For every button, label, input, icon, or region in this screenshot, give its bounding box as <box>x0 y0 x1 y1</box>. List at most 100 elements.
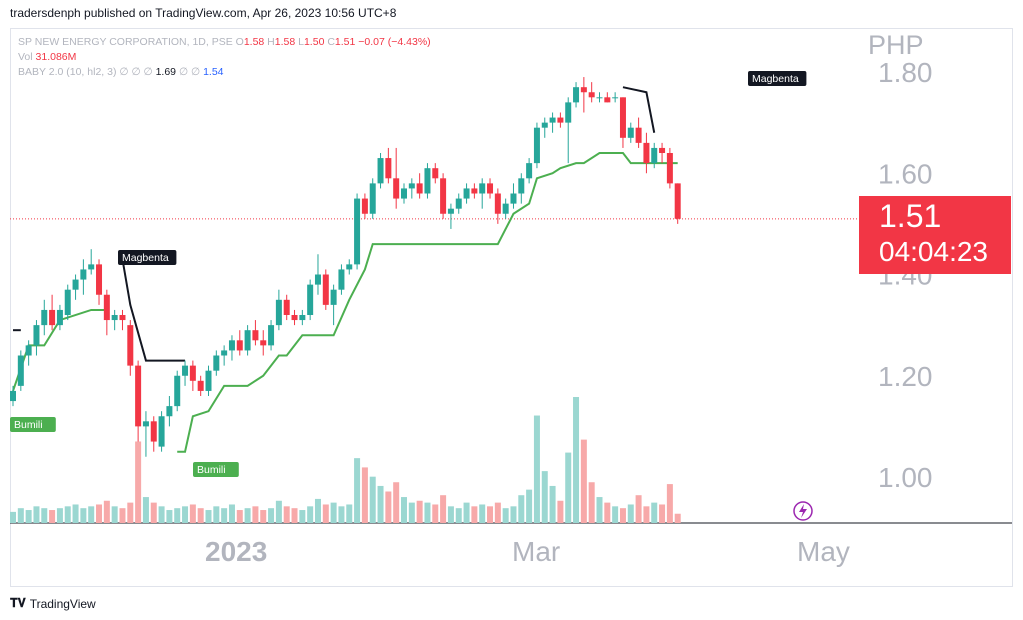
candle-body <box>182 365 189 376</box>
candle-body <box>346 264 353 270</box>
legend-indicator-value-2: 1.54 <box>203 66 224 78</box>
volume-bar <box>41 508 48 523</box>
candle-body <box>471 188 478 194</box>
volume-bar <box>275 500 282 523</box>
candle-body <box>604 97 611 103</box>
volume-bar <box>228 504 235 523</box>
candle-body <box>666 153 673 184</box>
volume-bar <box>142 497 149 523</box>
candle-body <box>291 315 298 321</box>
legend-change: −0.07 (−4.43%) <box>358 36 431 48</box>
volume-bar <box>56 508 63 523</box>
volume-bar <box>189 504 196 523</box>
legend-vol-value: 31.086M <box>35 51 77 63</box>
candle-body <box>596 97 603 99</box>
legend-open-label: O <box>235 36 244 48</box>
volume-bar <box>674 513 681 523</box>
volume-bar <box>260 510 267 523</box>
volume-bar <box>236 510 243 523</box>
volume-bar <box>432 504 439 523</box>
candle-body <box>385 158 392 179</box>
resist-trail-line <box>622 86 656 133</box>
volume-bar <box>635 495 642 523</box>
volume-bar <box>150 502 157 523</box>
candle-body <box>228 340 235 351</box>
candle-body <box>197 380 204 391</box>
legend-close: 1.51 <box>334 36 356 48</box>
volume-bar <box>487 506 494 523</box>
footer-brand: 𝐓𝐕 TradingView <box>10 596 96 611</box>
candle-body <box>338 269 345 290</box>
candle-body <box>377 158 384 184</box>
volume-bar <box>533 415 540 523</box>
volume-bar <box>80 508 87 523</box>
legend-high: 1.58 <box>274 36 296 48</box>
candle-body <box>494 193 501 214</box>
volume-bar <box>643 506 650 523</box>
volume-bar <box>619 508 626 523</box>
chart-frame <box>10 28 1013 587</box>
candle-body <box>619 97 626 138</box>
candle-body <box>573 87 580 103</box>
volume-bar <box>510 506 517 523</box>
candle-body <box>627 127 634 138</box>
volume-bar <box>244 508 251 523</box>
candle-body <box>487 183 494 194</box>
volume-bar <box>471 506 478 523</box>
candle-body <box>361 198 368 214</box>
volume-bar <box>314 498 321 523</box>
volume-bar <box>135 441 142 523</box>
candle-body <box>49 309 56 326</box>
legend-indicator-value-1: 1.69 <box>155 66 177 78</box>
candle-body <box>96 264 103 295</box>
candle-body <box>174 375 181 407</box>
volume-bar <box>158 506 165 523</box>
signal-label-box <box>10 417 56 432</box>
last-price: 1.51 <box>879 198 942 234</box>
volume-bar <box>25 510 32 523</box>
volume-bar <box>596 497 603 523</box>
volume-bar <box>416 500 423 523</box>
candle-body <box>588 92 595 98</box>
volume-bar <box>88 506 95 523</box>
candle-body <box>549 117 556 123</box>
candle-body <box>127 325 134 366</box>
candle-body <box>416 183 423 194</box>
candle-body <box>10 390 16 402</box>
volume-bar <box>604 502 611 523</box>
volume-bar <box>627 504 634 523</box>
candle-body <box>643 142 650 164</box>
candle-body <box>213 355 220 371</box>
volume-bar <box>283 506 290 523</box>
footer-brand-text: TradingView <box>29 596 96 611</box>
volume-bar <box>213 506 220 523</box>
candle-body <box>502 203 509 214</box>
volume-bar <box>17 508 24 523</box>
volume-bar <box>205 510 212 523</box>
volume-bar <box>166 510 173 523</box>
volume-bar <box>174 508 181 523</box>
candle-body <box>236 340 243 351</box>
volume-bar <box>557 500 564 523</box>
volume-bar <box>377 485 384 523</box>
candle-body <box>41 309 48 326</box>
volume-bar <box>666 484 673 523</box>
candle-body <box>17 355 24 386</box>
signal-label-box <box>118 250 177 265</box>
volume-bar <box>111 506 118 523</box>
candle-body <box>283 299 290 315</box>
candle-body <box>158 416 165 447</box>
legend-close-label: C <box>327 36 335 48</box>
volume-bar <box>127 502 134 523</box>
candle-body <box>580 87 587 93</box>
volume-bar <box>64 506 71 523</box>
volume-bar <box>119 508 126 523</box>
publish-credit: tradersdenph published on TradingView.co… <box>10 6 397 20</box>
volume-bar <box>346 504 353 523</box>
candle-body <box>322 274 329 305</box>
volume-bar <box>455 508 462 523</box>
candle-body <box>354 198 361 265</box>
legend-indicator-empty-2: ∅ ∅ <box>178 66 201 78</box>
candle-body <box>479 183 486 194</box>
